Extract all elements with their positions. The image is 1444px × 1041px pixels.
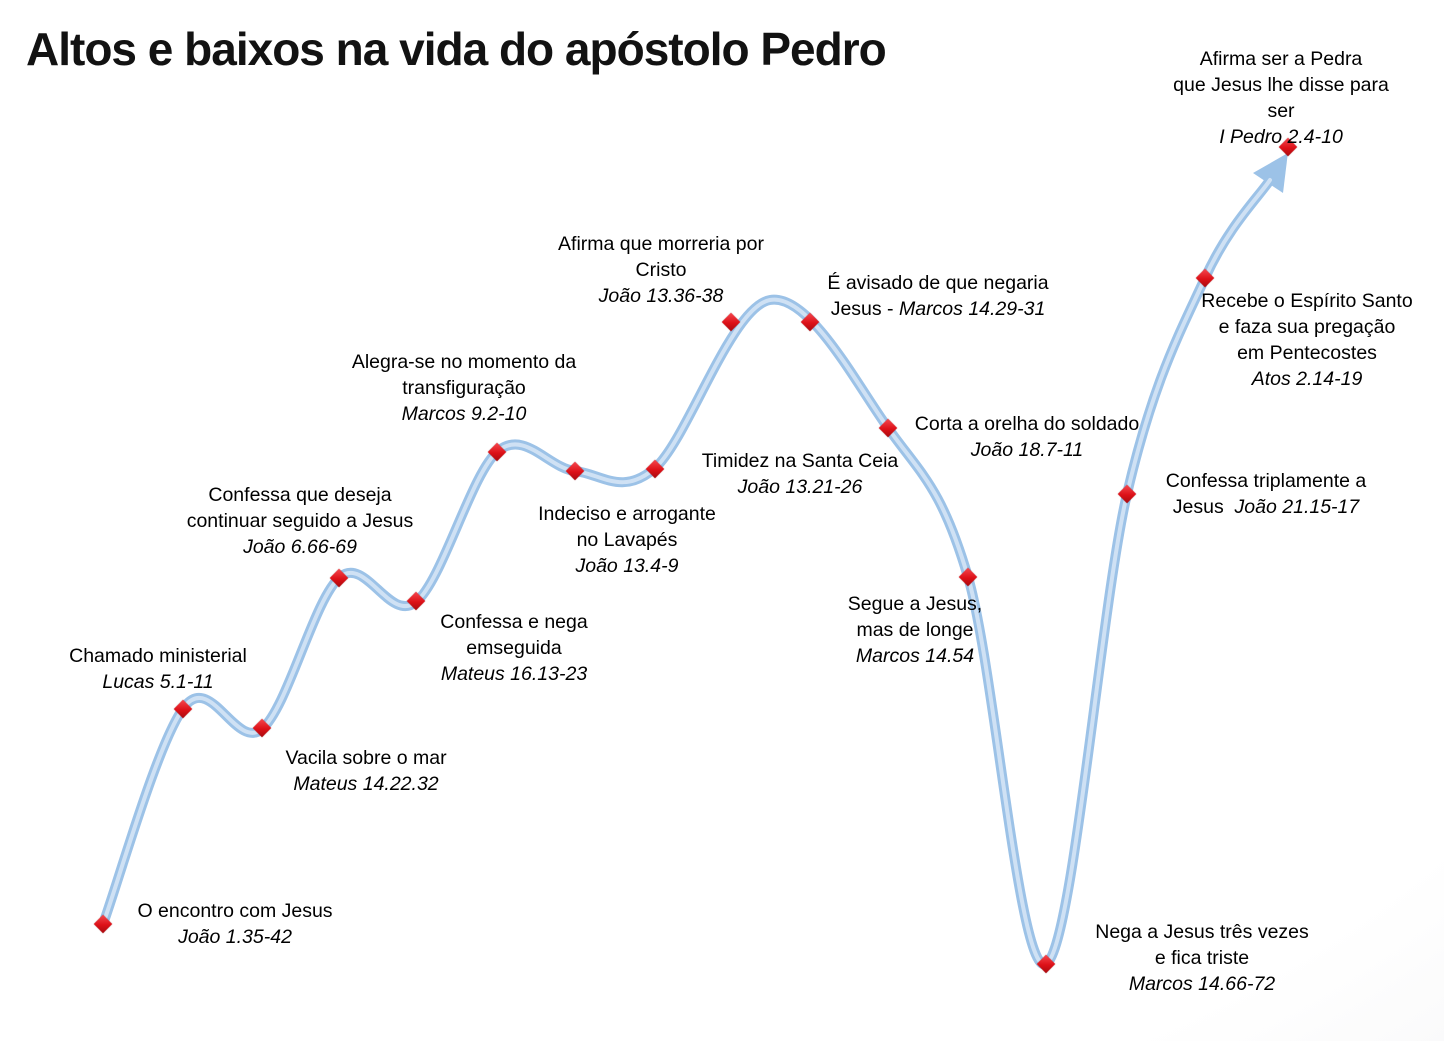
event-label-16: Afirma ser a Pedra que Jesus lhe disse pa… [1173, 48, 1389, 148]
event-label-15: Recebe o Espírito Santo e faza sua pregaç… [1201, 290, 1413, 390]
event-label-10: É avisado de que negaria Jesus - Marcos 1… [827, 272, 1049, 320]
page-title: Altos e baixos na vida do apóstolo Pedro [26, 23, 887, 75]
life-curve-highlight [101, 178, 1272, 967]
event-label-11: Corta a orelha do soldado João 18.7-11 [914, 413, 1140, 461]
event-label-12: Segue a Jesus, mas de longe Marcos 14.54 [847, 593, 983, 667]
event-label-2: Chamado ministerial Lucas 5.1-11 [69, 645, 247, 693]
event-label-13: Nega a Jesus três vezes e fica triste Marc… [1095, 921, 1309, 995]
event-label-14: Confessa triplamente a Jesus João 21.15-1… [1165, 470, 1367, 518]
event-label-1: O encontro com Jesus João 1.35-42 [137, 900, 333, 948]
event-label-8: Timidez na Santa Ceia João 13.21-26 [701, 450, 899, 498]
event-label-9: Afirma que morreria por Cristo João 13.36-… [558, 233, 764, 307]
event-label-4: Confessa que deseja continuar seguido a J… [186, 484, 414, 558]
event-label-5: Confessa e nega emseguida Mateus 16.13-23 [440, 611, 588, 685]
event-label-6: Alegra-se no momento da transfiguração Mar… [351, 351, 577, 425]
event-label-3: Vacila sobre o mar Mateus 14.22.32 [285, 747, 447, 795]
event-label-7: Indeciso e arrogante no Lavapés João 13.4-… [538, 503, 716, 577]
